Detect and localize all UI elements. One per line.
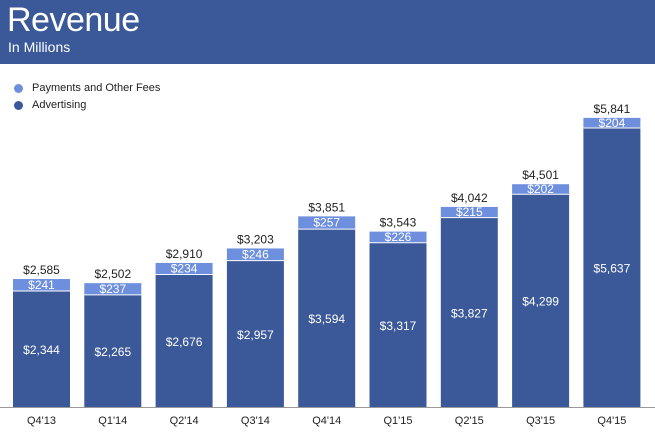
advertising-value-label: $5,637 (594, 261, 631, 275)
bar-advertising (155, 274, 213, 407)
payments-value-label: $246 (242, 248, 269, 262)
advertising-value-label: $2,265 (94, 345, 131, 359)
bar-payments (440, 206, 498, 218)
bar-advertising (583, 127, 641, 407)
total-value-label: $5,841 (594, 102, 631, 116)
bar-advertising (512, 194, 570, 407)
total-value-label: $2,585 (23, 263, 60, 277)
bar-advertising (440, 217, 498, 407)
bar-payments (583, 117, 641, 128)
bar-payments (512, 184, 570, 195)
advertising-value-label: $3,594 (308, 312, 345, 326)
bar-advertising (298, 229, 356, 407)
x-tick-label: Q1'15 (383, 415, 412, 427)
payments-value-label: $226 (385, 230, 412, 244)
legend-label-advertising: Advertising (32, 99, 87, 111)
total-value-label: $4,501 (522, 168, 559, 182)
bar-advertising (84, 294, 142, 407)
legend-label-payments: Payments and Other Fees (32, 82, 161, 94)
advertising-value-label: $2,676 (166, 335, 203, 349)
payments-value-label: $234 (171, 262, 198, 276)
bar-payments (13, 279, 70, 291)
x-tick-label: Q4'14 (312, 415, 341, 427)
chart-legend: Payments and Other Fees Advertising (14, 80, 160, 114)
payments-value-label: $257 (313, 216, 340, 230)
advertising-value-label: $3,827 (451, 306, 488, 320)
payments-value-label: $204 (599, 116, 626, 130)
advertising-value-label: $2,957 (237, 328, 274, 342)
legend-item-payments: Payments and Other Fees (14, 80, 160, 96)
bar-payments (226, 248, 284, 261)
total-value-label: $2,910 (166, 247, 203, 261)
x-tick-label: Q3'14 (241, 415, 270, 427)
bar-payments (155, 262, 213, 275)
payments-value-label: $241 (28, 278, 55, 292)
total-value-label: $4,042 (451, 191, 488, 205)
x-tick-label: Q1'14 (98, 415, 127, 427)
legend-item-advertising: Advertising (14, 97, 160, 113)
x-tick-label: Q2'14 (170, 415, 199, 427)
x-tick-label: Q4'15 (597, 415, 626, 427)
total-value-label: $3,851 (308, 200, 345, 214)
total-value-label: $2,502 (94, 267, 131, 281)
advertising-value-label: $2,344 (23, 343, 60, 357)
advertising-value-label: $3,317 (380, 319, 417, 333)
bar-advertising (13, 290, 70, 407)
advertising-value-label: $4,299 (522, 295, 559, 309)
x-tick-label: Q4'13 (27, 415, 56, 427)
payments-value-label: $215 (456, 205, 483, 219)
x-tick-label: Q3'15 (526, 415, 555, 427)
bar-advertising (369, 242, 427, 407)
payments-value-label: $202 (527, 182, 554, 196)
x-tick-label: Q2'15 (455, 415, 484, 427)
bar-payments (298, 216, 356, 230)
chart-subtitle: In Millions (8, 39, 71, 55)
chart-title: Revenue (7, 1, 140, 39)
total-value-label: $3,543 (380, 216, 417, 230)
bar-payments (369, 231, 427, 243)
chart-header: Revenue In Millions (0, 0, 655, 64)
bar-payments (84, 283, 142, 295)
legend-swatch-advertising (14, 100, 23, 110)
total-value-label: $3,203 (237, 232, 274, 246)
legend-swatch-payments (14, 83, 23, 93)
bar-advertising (226, 260, 284, 407)
payments-value-label: $237 (99, 282, 126, 296)
